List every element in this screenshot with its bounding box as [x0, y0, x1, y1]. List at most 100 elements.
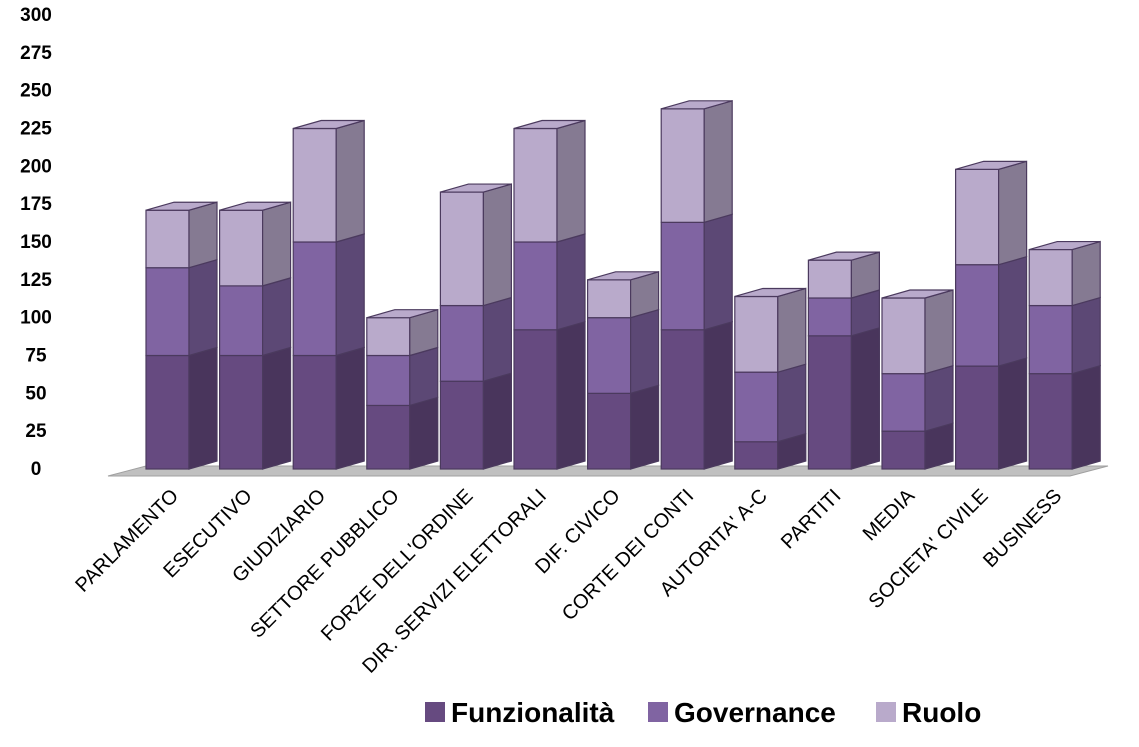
bar-stack: [660, 100, 733, 470]
bar-segment-funzionalit--side: [409, 396, 439, 470]
bar-stack: [439, 183, 512, 470]
y-tick-label: 300: [20, 5, 52, 26]
bar-segment-funzionalit-: [292, 354, 337, 470]
bar-stack: [1028, 240, 1101, 470]
bar-segment-funzionalit-: [513, 329, 558, 470]
legend-swatch: [425, 702, 445, 722]
bar-segment-governance-side: [262, 277, 292, 357]
bar-segment-funzionalit-: [1028, 373, 1073, 470]
bar-segment-governance: [513, 241, 558, 331]
bar-segment-ruolo-top: [734, 287, 806, 298]
bar-segment-ruolo-top: [219, 201, 291, 211]
y-tick-label: 0: [31, 459, 42, 480]
legend-item: Governance: [648, 697, 836, 728]
bar-segment-ruolo-top: [587, 271, 659, 281]
x-tick-label: CORTE DEI CONTI: [558, 485, 698, 625]
bar-segment-ruolo: [881, 297, 926, 375]
bar-segment-governance-side: [1071, 296, 1101, 375]
bar-segment-governance: [734, 371, 779, 443]
bar-stack: [586, 271, 660, 470]
bar-segment-ruolo-side: [556, 119, 586, 243]
x-tick-label: PARTITI: [777, 485, 845, 553]
bar-segment-governance: [660, 221, 705, 331]
bar-segment-ruolo-top: [145, 201, 218, 211]
bar-segment-funzionalit-: [660, 329, 705, 470]
bar-segment-ruolo-side: [703, 100, 733, 224]
bar-segment-funzionalit-: [439, 380, 484, 470]
bar-stack: [734, 287, 807, 470]
y-tick-label: 150: [20, 232, 52, 253]
bar-segment-ruolo-top: [440, 183, 512, 193]
bar-segment-ruolo-side: [1071, 240, 1101, 307]
y-tick-label: 25: [25, 421, 47, 442]
bar-segment-funzionalit--side: [335, 346, 365, 470]
bar-segment-funzionalit-: [881, 430, 926, 470]
bar-segment-governance: [954, 264, 1000, 367]
x-tick-label: MEDIA: [859, 485, 920, 546]
legend-swatch: [648, 702, 668, 722]
chart-floor: [107, 465, 1109, 477]
bar-segment-governance-side: [997, 255, 1028, 367]
y-tick-label: 250: [20, 81, 52, 102]
y-tick-label: 275: [20, 43, 52, 64]
bar-segment-governance: [807, 297, 853, 337]
bar-stack: [807, 251, 881, 470]
bar-stack: [954, 160, 1028, 470]
bar-segment-funzionalit--side: [850, 327, 881, 470]
bar-segment-funzionalit-: [219, 354, 264, 470]
x-tick-label: PARLAMENTO: [71, 485, 183, 597]
y-tick-label: 50: [25, 383, 46, 404]
bar-segment-ruolo: [366, 317, 411, 357]
x-tick-label: FORZE DELL'ORDINE: [317, 485, 477, 645]
bar-segment-governance-side: [335, 233, 365, 357]
bar-segment-governance: [366, 354, 411, 407]
bar-segment-ruolo-top: [661, 100, 733, 110]
bar-segment-ruolo-top: [293, 119, 365, 130]
bar-segment-ruolo-top: [955, 160, 1027, 170]
bar-segment-ruolo: [513, 127, 558, 243]
bar-segment-governance: [881, 373, 926, 432]
bar-segment-governance: [292, 241, 337, 357]
bar-segment-governance: [439, 304, 484, 382]
bar-stack: [366, 308, 439, 470]
bar-segment-governance-side: [482, 296, 512, 383]
bar-segment-funzionalit--side: [482, 372, 512, 470]
bar-segment-funzionalit-: [807, 335, 853, 470]
bar-segment-governance: [219, 285, 264, 357]
bar-segment-governance-side: [629, 308, 660, 395]
bar-segment-funzionalit-: [145, 354, 190, 470]
legend: Funzionalità Governance Ruolo: [425, 697, 981, 728]
bar-segment-ruolo: [954, 168, 1000, 266]
bar-segment-governance-side: [188, 258, 218, 357]
bar-segment-funzionalit-: [734, 441, 779, 470]
bar-segment-funzionalit--side: [997, 357, 1028, 470]
bar-segment-ruolo-top: [513, 119, 586, 130]
y-tick-label: 225: [20, 119, 52, 140]
bar-segment-governance: [145, 267, 190, 357]
bar-segment-governance-side: [409, 346, 439, 407]
bar-segment-ruolo-top: [881, 289, 954, 299]
bar-segment-ruolo: [586, 279, 632, 319]
y-tick-label: 125: [20, 270, 52, 291]
bar-segment-governance-side: [924, 364, 954, 432]
bar-segment-ruolo: [439, 191, 484, 307]
bar-segment-governance: [586, 317, 632, 394]
bar-segment-funzionalit--side: [556, 320, 586, 470]
bar-segment-governance-side: [777, 363, 807, 443]
bar-segment-funzionalit--side: [703, 320, 733, 470]
bar-segment-ruolo-side: [262, 201, 292, 287]
bar-segment-ruolo-side: [188, 201, 218, 269]
x-tick-label: SETTORE PUBBLICO: [246, 485, 404, 643]
bar-segment-ruolo: [292, 127, 337, 243]
bar-segment-governance-side: [703, 213, 733, 331]
bar-segment-funzionalit--side: [1071, 364, 1101, 470]
bar-segment-governance: [1028, 304, 1073, 375]
bar-stack: [513, 119, 586, 470]
bar-segment-ruolo-top: [366, 309, 438, 319]
bar-segment-ruolo-side: [335, 119, 365, 243]
y-tick-label: 75: [25, 346, 47, 367]
bar-segment-ruolo-top: [808, 251, 880, 261]
bar-segment-ruolo: [145, 209, 190, 269]
